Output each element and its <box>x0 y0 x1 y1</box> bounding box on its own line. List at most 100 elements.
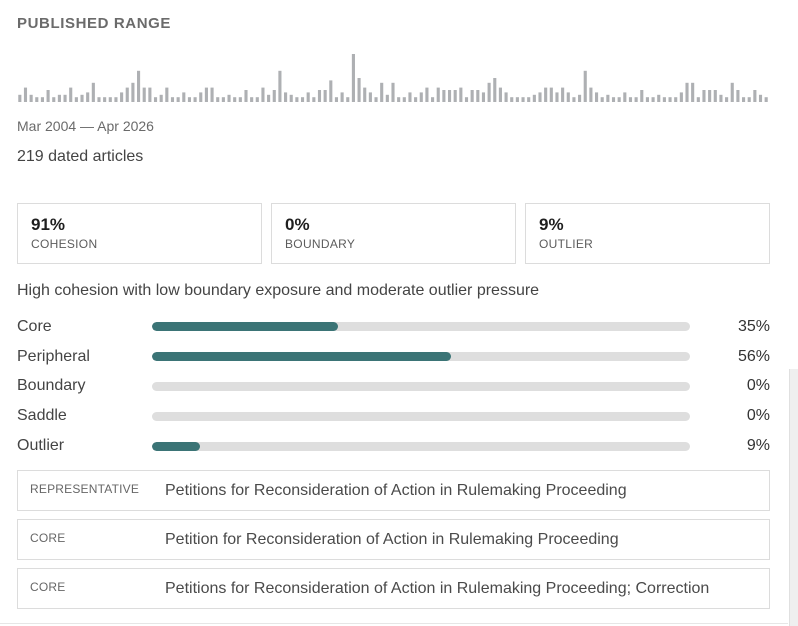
histogram-bar <box>702 90 706 102</box>
distribution-list: Core 35% Peripheral 56% Boundary 0% Sadd… <box>17 312 770 461</box>
histogram-bar <box>628 97 633 102</box>
histogram-bar <box>131 82 135 102</box>
date-range: Mar 2004 — Apr 2026 <box>17 118 154 134</box>
histogram-bar <box>481 92 486 102</box>
metric-label: BOUNDARY <box>285 237 356 251</box>
histogram-bar <box>594 92 599 102</box>
progress-fill <box>152 352 451 362</box>
histogram-bar <box>267 94 271 102</box>
histogram-bar <box>182 92 186 102</box>
histogram-bar <box>204 87 208 102</box>
histogram-bar <box>187 97 192 102</box>
summary-text: High cohesion with low boundary exposure… <box>17 282 540 299</box>
histogram-bar <box>340 92 344 102</box>
histogram-bar <box>758 94 763 102</box>
metric-label: COHESION <box>31 237 98 251</box>
histogram-bar <box>549 87 553 102</box>
histogram-bar <box>464 97 469 102</box>
histogram-bar <box>238 97 242 102</box>
histogram-bar <box>414 97 418 102</box>
article-title[interactable]: Petition for Reconsideration of Action i… <box>165 530 619 548</box>
histogram-bar <box>611 97 616 102</box>
histogram-bar <box>46 90 50 102</box>
histogram-bar <box>29 94 33 102</box>
histogram-bar <box>589 87 593 102</box>
histogram-bar <box>374 97 378 102</box>
histogram-bar <box>312 97 316 102</box>
histogram-bar <box>617 97 621 102</box>
histogram-bar <box>120 92 124 102</box>
scrollbar[interactable] <box>789 369 798 626</box>
histogram-bar <box>284 92 288 102</box>
section-title: PUBLISHED RANGE <box>17 15 172 32</box>
metric-card-cohesion: 91% COHESION <box>17 203 262 264</box>
distribution-percent: 35% <box>737 317 770 335</box>
histogram-bar <box>210 87 214 102</box>
histogram-bar <box>742 97 746 102</box>
article-title[interactable]: Petitions for Reconsideration of Action … <box>165 579 710 597</box>
progress-fill <box>152 322 338 332</box>
article-card[interactable]: CORE Petition for Reconsideration of Act… <box>17 519 770 560</box>
histogram-bar <box>566 92 570 102</box>
histogram-bar <box>402 97 406 102</box>
article-card[interactable]: REPRESENTATIVE Petitions for Reconsidera… <box>17 470 770 511</box>
distribution-percent: 0% <box>746 407 770 425</box>
metric-cards: 91% COHESION 0% BOUNDARY 9% OUTLIER <box>17 203 770 264</box>
histogram-bar <box>730 82 734 102</box>
histogram-bar <box>527 97 531 102</box>
histogram-bar <box>23 87 28 102</box>
metric-value: 0% <box>285 215 310 234</box>
distribution-percent: 0% <box>746 377 770 395</box>
histogram-bar <box>165 87 169 102</box>
histogram-bar <box>606 94 610 102</box>
progress-track <box>152 322 690 332</box>
histogram-bar <box>300 97 305 102</box>
histogram-bar <box>86 92 90 102</box>
histogram-bar <box>317 90 322 102</box>
article-title[interactable]: Petitions for Reconsideration of Action … <box>165 481 627 499</box>
histogram-bar <box>425 87 429 102</box>
histogram-bar <box>583 70 587 102</box>
progress-track <box>152 441 690 451</box>
distribution-label: Core <box>17 317 52 335</box>
article-tag: CORE <box>30 531 66 545</box>
histogram-bar <box>103 97 107 102</box>
histogram-bar <box>176 97 180 102</box>
histogram-bar <box>719 94 723 102</box>
distribution-label: Peripheral <box>17 347 90 365</box>
histogram-bar <box>555 92 559 102</box>
histogram-bar <box>52 97 56 102</box>
histogram-bar <box>708 90 712 102</box>
histogram-bar <box>600 97 604 102</box>
distribution-percent: 9% <box>746 437 770 455</box>
histogram-bar <box>397 97 401 102</box>
histogram-bar <box>74 97 78 102</box>
progress-fill <box>152 441 201 451</box>
histogram-bar <box>368 92 372 102</box>
histogram-bar <box>419 92 423 102</box>
article-count: 219 dated articles <box>17 148 144 165</box>
histogram-bar <box>306 92 310 102</box>
histogram-bar <box>679 92 683 102</box>
distribution-percent: 56% <box>737 347 770 365</box>
histogram-bar <box>329 80 333 102</box>
article-card[interactable]: CORE Petitions for Reconsideration of Ac… <box>17 568 770 609</box>
metric-value: 9% <box>539 215 564 234</box>
histogram-bar <box>436 87 440 102</box>
histogram-bar <box>408 92 412 102</box>
histogram-bar <box>685 82 689 102</box>
histogram-bar <box>498 87 502 102</box>
distribution-row-peripheral: Peripheral 56% <box>17 342 770 372</box>
histogram-bar <box>159 94 163 102</box>
histogram-bar <box>674 97 678 102</box>
published-histogram <box>18 54 768 102</box>
histogram-bar <box>487 82 491 102</box>
histogram-bar <box>634 97 638 102</box>
histogram-bar <box>725 97 729 102</box>
histogram-bar <box>170 97 175 102</box>
distribution-row-boundary: Boundary 0% <box>17 372 770 402</box>
histogram-bar <box>153 97 158 102</box>
histogram-bar <box>18 94 22 102</box>
histogram-bar <box>272 90 276 102</box>
histogram-bar <box>453 90 457 102</box>
